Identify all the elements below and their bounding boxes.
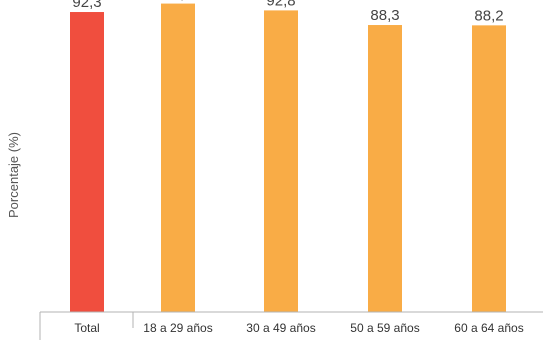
y-axis-label: Porcentaje (%) (6, 132, 21, 218)
bar-1 (161, 3, 195, 312)
category-label-3: 50 a 59 años (350, 321, 419, 335)
category-label-1: 18 a 29 años (143, 321, 212, 335)
data-label-0: 92,3 (72, 0, 101, 11)
data-label-4: 88,2 (474, 7, 503, 24)
category-label-0: Total (74, 321, 99, 335)
data-label-2: 92,8 (266, 0, 295, 9)
bar-2 (264, 10, 298, 313)
bar-3 (368, 25, 402, 313)
bar-4 (472, 25, 506, 312)
category-label-4: 60 a 64 años (454, 321, 523, 335)
data-label-1: 94,9 (163, 0, 192, 3)
category-label-2: 30 a 49 años (246, 321, 315, 335)
bar-0 (70, 12, 104, 313)
plot-area: 92,3 Total 94,9 18 a 29 años 92,8 30 a 49 año… (70, 0, 524, 335)
data-label-3: 88,3 (370, 7, 399, 24)
